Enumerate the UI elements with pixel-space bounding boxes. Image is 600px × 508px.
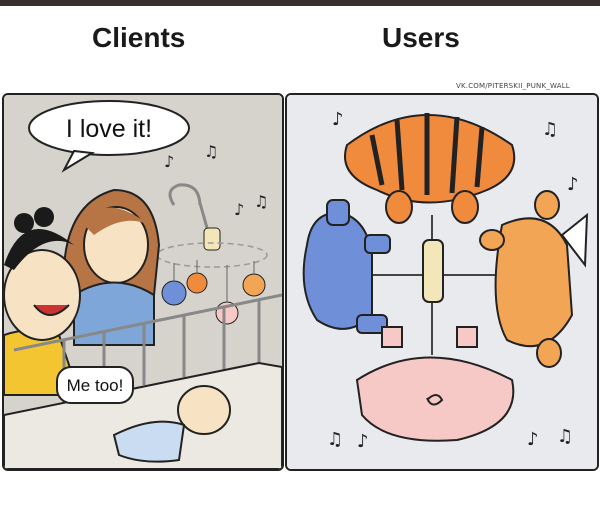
music-notes-left: ♪ ♫ ♪ ♫ (164, 142, 268, 219)
pig-toy (355, 326, 515, 442)
svg-text:♫: ♫ (557, 426, 573, 447)
svg-text:♪: ♪ (567, 174, 579, 195)
woman-character (62, 188, 161, 346)
tiger-toy (344, 113, 516, 224)
speech-secondary-text: Me too! (67, 376, 124, 395)
music-notes-right: ♪ ♫ ♪ ♫ ♪ ♪ ♫ (327, 109, 579, 452)
svg-text:♪: ♪ (332, 109, 344, 130)
small-tiger-toy (186, 272, 208, 294)
clients-panel: I love it! ♪ ♫ ♪ ♫ (2, 93, 284, 471)
svg-text:♫: ♫ (254, 192, 268, 211)
users-scene: ♪ ♫ ♪ ♫ ♪ ♪ ♫ (287, 95, 597, 469)
svg-text:♪: ♪ (234, 200, 244, 219)
svg-text:♪: ♪ (527, 429, 539, 450)
fox-toy (479, 190, 589, 368)
users-title: Users (382, 22, 460, 53)
mobile-pole (168, 183, 202, 206)
mobile-center-bell (422, 239, 444, 303)
baby-character (112, 385, 231, 463)
small-fox-toy (242, 273, 266, 297)
svg-text:♪: ♪ (357, 431, 369, 452)
users-panel: ♪ ♫ ♪ ♫ ♪ ♪ ♫ (285, 93, 599, 471)
svg-text:♫: ♫ (327, 429, 343, 450)
speech-bubble-main: I love it! (28, 100, 190, 173)
top-border-bar (0, 0, 600, 6)
watermark-text: VK.COM/PITERSKII_PUNK_WALL (456, 82, 570, 90)
svg-text:♪: ♪ (164, 152, 174, 171)
svg-text:♫: ♫ (204, 142, 218, 161)
small-elephant-toy (161, 280, 187, 306)
speech-bubble-secondary: Me too! (56, 366, 134, 404)
clients-scene: I love it! ♪ ♫ ♪ ♫ (4, 95, 282, 469)
elephant-toy (302, 199, 391, 334)
speech-main-text: I love it! (66, 115, 152, 143)
svg-text:♫: ♫ (542, 119, 558, 140)
clients-title: Clients (92, 22, 186, 53)
man-character (4, 207, 81, 396)
